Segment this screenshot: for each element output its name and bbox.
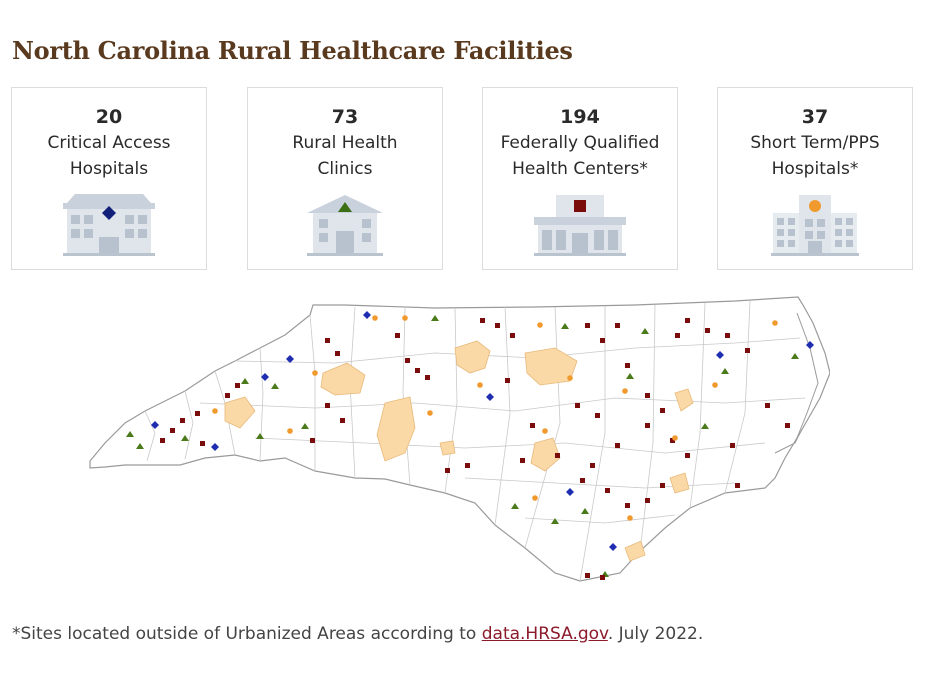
- card-count: 37: [801, 106, 829, 128]
- hospital-building-icon: [718, 193, 912, 257]
- state-outline: [89, 296, 830, 582]
- urbanized-areas: [224, 340, 694, 562]
- critical-access-hospital-markers: [151, 311, 814, 551]
- card-critical-access-hospitals: 20 Critical Access Hospitals: [11, 87, 207, 270]
- federally-qualified-health-center-markers: [160, 318, 790, 580]
- card-label: Rural Health Clinics: [292, 133, 398, 179]
- page-title: North Carolina Rural Healthcare Faciliti…: [12, 36, 573, 65]
- north-carolina-facility-map: [89, 296, 830, 582]
- county-lines: [144, 300, 806, 582]
- footnote: *Sites located outside of Urbanized Area…: [12, 624, 703, 644]
- circle-marker-icon: [809, 200, 821, 212]
- card-count: 194: [560, 106, 600, 128]
- card-federally-qualified-health-centers: 194 Federally Qualified Health Centers*: [482, 87, 678, 270]
- card-label: Federally Qualified Health Centers*: [500, 133, 660, 179]
- card-short-term-pps-hospitals: 37 Short Term/PPS Hospitals*: [717, 87, 913, 270]
- card-label: Critical Access Hospitals: [47, 133, 171, 179]
- card-label: Short Term/PPS Hospitals*: [750, 133, 880, 179]
- health-center-icon: [483, 193, 677, 257]
- card-count: 73: [331, 106, 359, 128]
- footnote-suffix: . July 2022.: [607, 624, 704, 644]
- data-hrsa-link[interactable]: data.HRSA.gov: [481, 624, 608, 644]
- card-count: 20: [95, 106, 123, 128]
- footnote-prefix: *Sites located outside of Urbanized Area…: [12, 624, 482, 644]
- diamond-marker-icon: [102, 206, 116, 220]
- critical-access-hospital-icon: [12, 193, 206, 257]
- square-marker-icon: [574, 200, 586, 212]
- card-rural-health-clinics: 73 Rural Health Clinics: [247, 87, 443, 270]
- rural-health-clinic-icon: [248, 193, 442, 257]
- triangle-marker-icon: [338, 202, 352, 212]
- short-term-hospital-markers: [212, 315, 778, 521]
